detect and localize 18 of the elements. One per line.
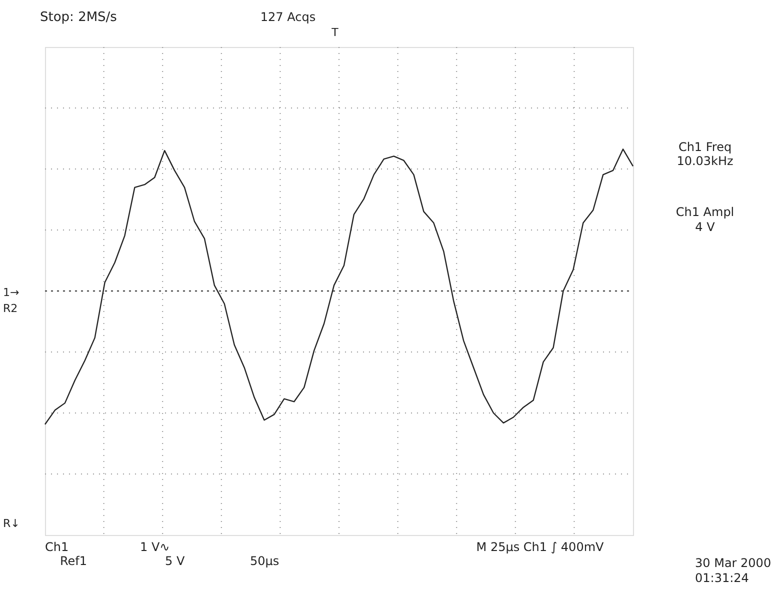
text: 30 Mar 2000 xyxy=(695,556,772,570)
text: Ch1 xyxy=(45,540,69,554)
text: 50µs xyxy=(250,554,280,568)
text: 5 V xyxy=(165,554,186,568)
text: Stop: 2MS/s xyxy=(40,10,118,25)
text: Ch1 Ampl xyxy=(676,205,734,219)
text: 1→ xyxy=(3,286,20,299)
text: Ch1 Freq xyxy=(678,140,732,154)
text: T xyxy=(330,26,339,39)
text: R↓ xyxy=(3,517,20,530)
text: 4 V xyxy=(695,220,716,234)
text: M 25µs Ch1 ∫ 400mV xyxy=(476,540,605,554)
text: 1 V∿ xyxy=(140,540,170,554)
text: Ref1 xyxy=(60,554,88,568)
text: R2 xyxy=(3,302,18,315)
text: 10.03kHz xyxy=(676,154,734,168)
text: 127 Acqs xyxy=(260,10,316,24)
text: 01:31:24 xyxy=(695,571,749,585)
